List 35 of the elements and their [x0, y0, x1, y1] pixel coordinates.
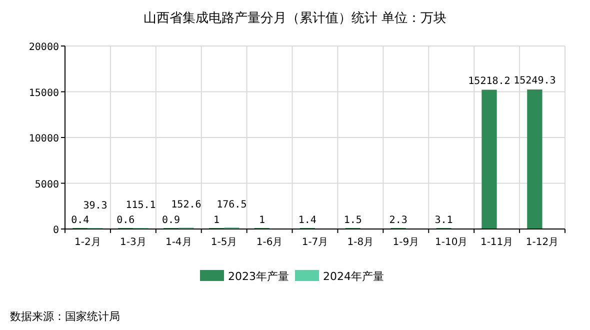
- x-tick-label: 1-12月: [526, 237, 559, 248]
- data-label: 1: [258, 214, 265, 226]
- data-label: 0.4: [71, 214, 90, 226]
- y-tick-label: 10000: [28, 134, 59, 144]
- x-tick-label: 1-2月: [74, 237, 101, 248]
- x-tick-label: 1-8月: [347, 237, 374, 248]
- data-label: 3.1: [434, 214, 453, 226]
- x-tick-label: 1-11月: [480, 237, 514, 248]
- data-label: 176.5: [216, 199, 247, 210]
- data-label: 39.3: [83, 200, 108, 212]
- data-label: 115.1: [126, 200, 156, 211]
- chart-title: 山西省集成电路产量分月（累计值）统计 单位：万块: [143, 11, 447, 26]
- x-tick-label: 1-7月: [302, 237, 328, 248]
- data-label: 15249.3: [514, 75, 556, 86]
- data-label: 15218.2: [468, 76, 510, 87]
- source-note: 数据来源：国家统计局: [10, 310, 120, 323]
- data-label: 1.4: [298, 214, 316, 226]
- data-label: 1: [214, 214, 220, 226]
- data-label: 152.6: [171, 200, 202, 211]
- data-label: 0.6: [116, 214, 135, 226]
- y-tick-label: 0: [52, 225, 59, 236]
- x-tick-label: 1-5月: [210, 237, 238, 248]
- data-label: 0.9: [162, 214, 180, 226]
- data-label: 2.3: [389, 214, 408, 226]
- x-tick-label: 1-4月: [165, 237, 192, 248]
- y-tick-label: 5000: [34, 179, 59, 190]
- x-tick-label: 1-9月: [392, 237, 420, 248]
- x-tick-label: 1-10月: [435, 237, 468, 248]
- x-tick-label: 1-3月: [120, 237, 146, 248]
- data-label: 1.5: [344, 214, 362, 226]
- y-tick-label: 20000: [28, 42, 59, 53]
- x-tick-label: 1-6月: [256, 237, 283, 248]
- legend-label: 2023年产量: [228, 270, 289, 283]
- legend-label: 2024年产量: [323, 270, 384, 283]
- y-tick-label: 15000: [28, 88, 59, 99]
